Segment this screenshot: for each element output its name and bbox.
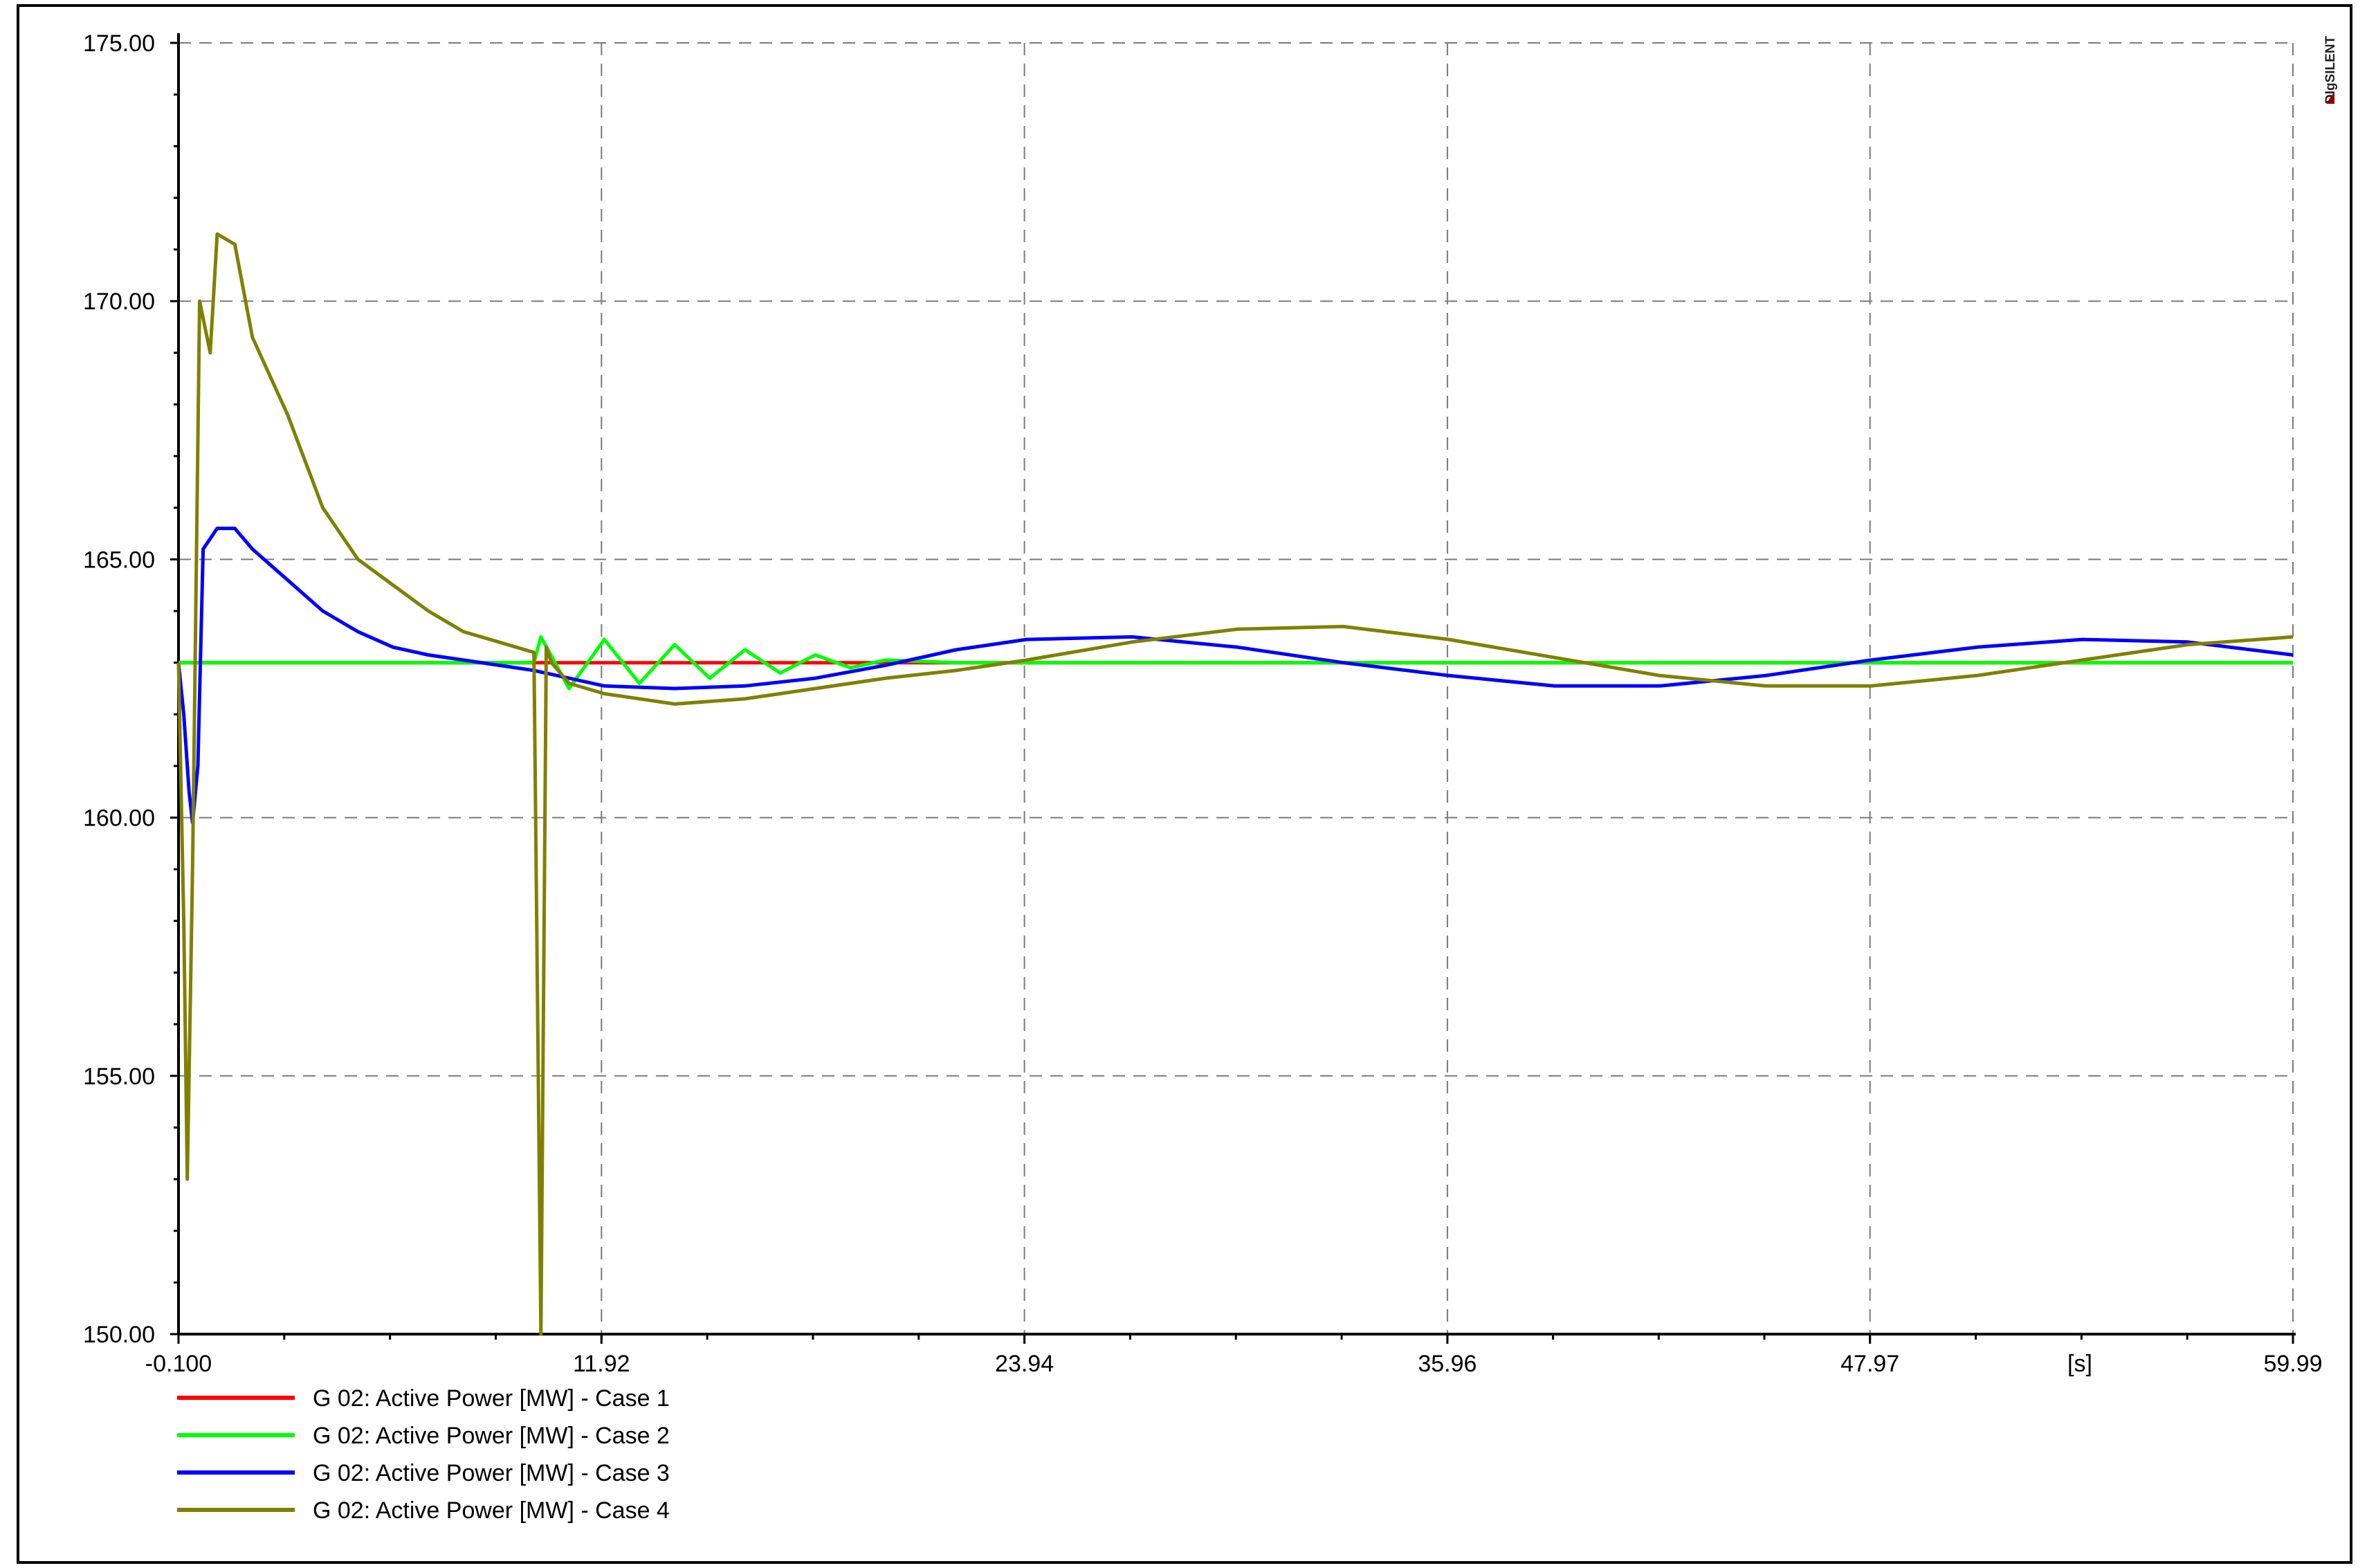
x-tick-label: 47.97 xyxy=(1840,1351,1899,1377)
x-tick-label: 23.94 xyxy=(995,1351,1054,1377)
legend-label: G 02: Active Power [MW] - Case 1 xyxy=(313,1385,670,1412)
legend-label: G 02: Active Power [MW] - Case 2 xyxy=(313,1423,670,1449)
watermark-text: DIgSILENT xyxy=(2323,35,2338,104)
watermark: DIgSILENT xyxy=(2323,35,2338,104)
legend-label: G 02: Active Power [MW] - Case 3 xyxy=(313,1460,670,1486)
x-tick-label: 11.92 xyxy=(573,1351,630,1377)
grid xyxy=(179,42,2294,1334)
y-tick-label: 165.00 xyxy=(83,547,155,573)
y-tick-label: 155.00 xyxy=(83,1064,155,1090)
legend: G 02: Active Power [MW] - Case 1 G 02: Ac… xyxy=(177,1385,670,1524)
series-line-case-4 xyxy=(176,232,2294,1336)
watermark-logo-icon xyxy=(2326,91,2334,104)
y-tick-label: 170.00 xyxy=(83,289,155,315)
x-tick-label: 35.96 xyxy=(1418,1351,1477,1377)
y-tick-label: 175.00 xyxy=(83,30,155,57)
x-unit-label: [s] xyxy=(2067,1351,2092,1377)
x-tick-label: -0.100 xyxy=(145,1351,212,1377)
outer-frame xyxy=(17,4,2352,1564)
x-tick-label: 59.99 xyxy=(2263,1351,2322,1377)
y-tick-label: 160.00 xyxy=(83,805,155,832)
legend-label: G 02: Active Power [MW] - Case 4 xyxy=(313,1497,670,1524)
y-tick-label: 150.00 xyxy=(83,1322,155,1348)
series-lines xyxy=(176,232,2294,1336)
axes: 150.00 155.00 160.00 165.00 170.00 175.00 -0.1… xyxy=(83,30,2323,1377)
series-line-case-3 xyxy=(176,527,2294,825)
